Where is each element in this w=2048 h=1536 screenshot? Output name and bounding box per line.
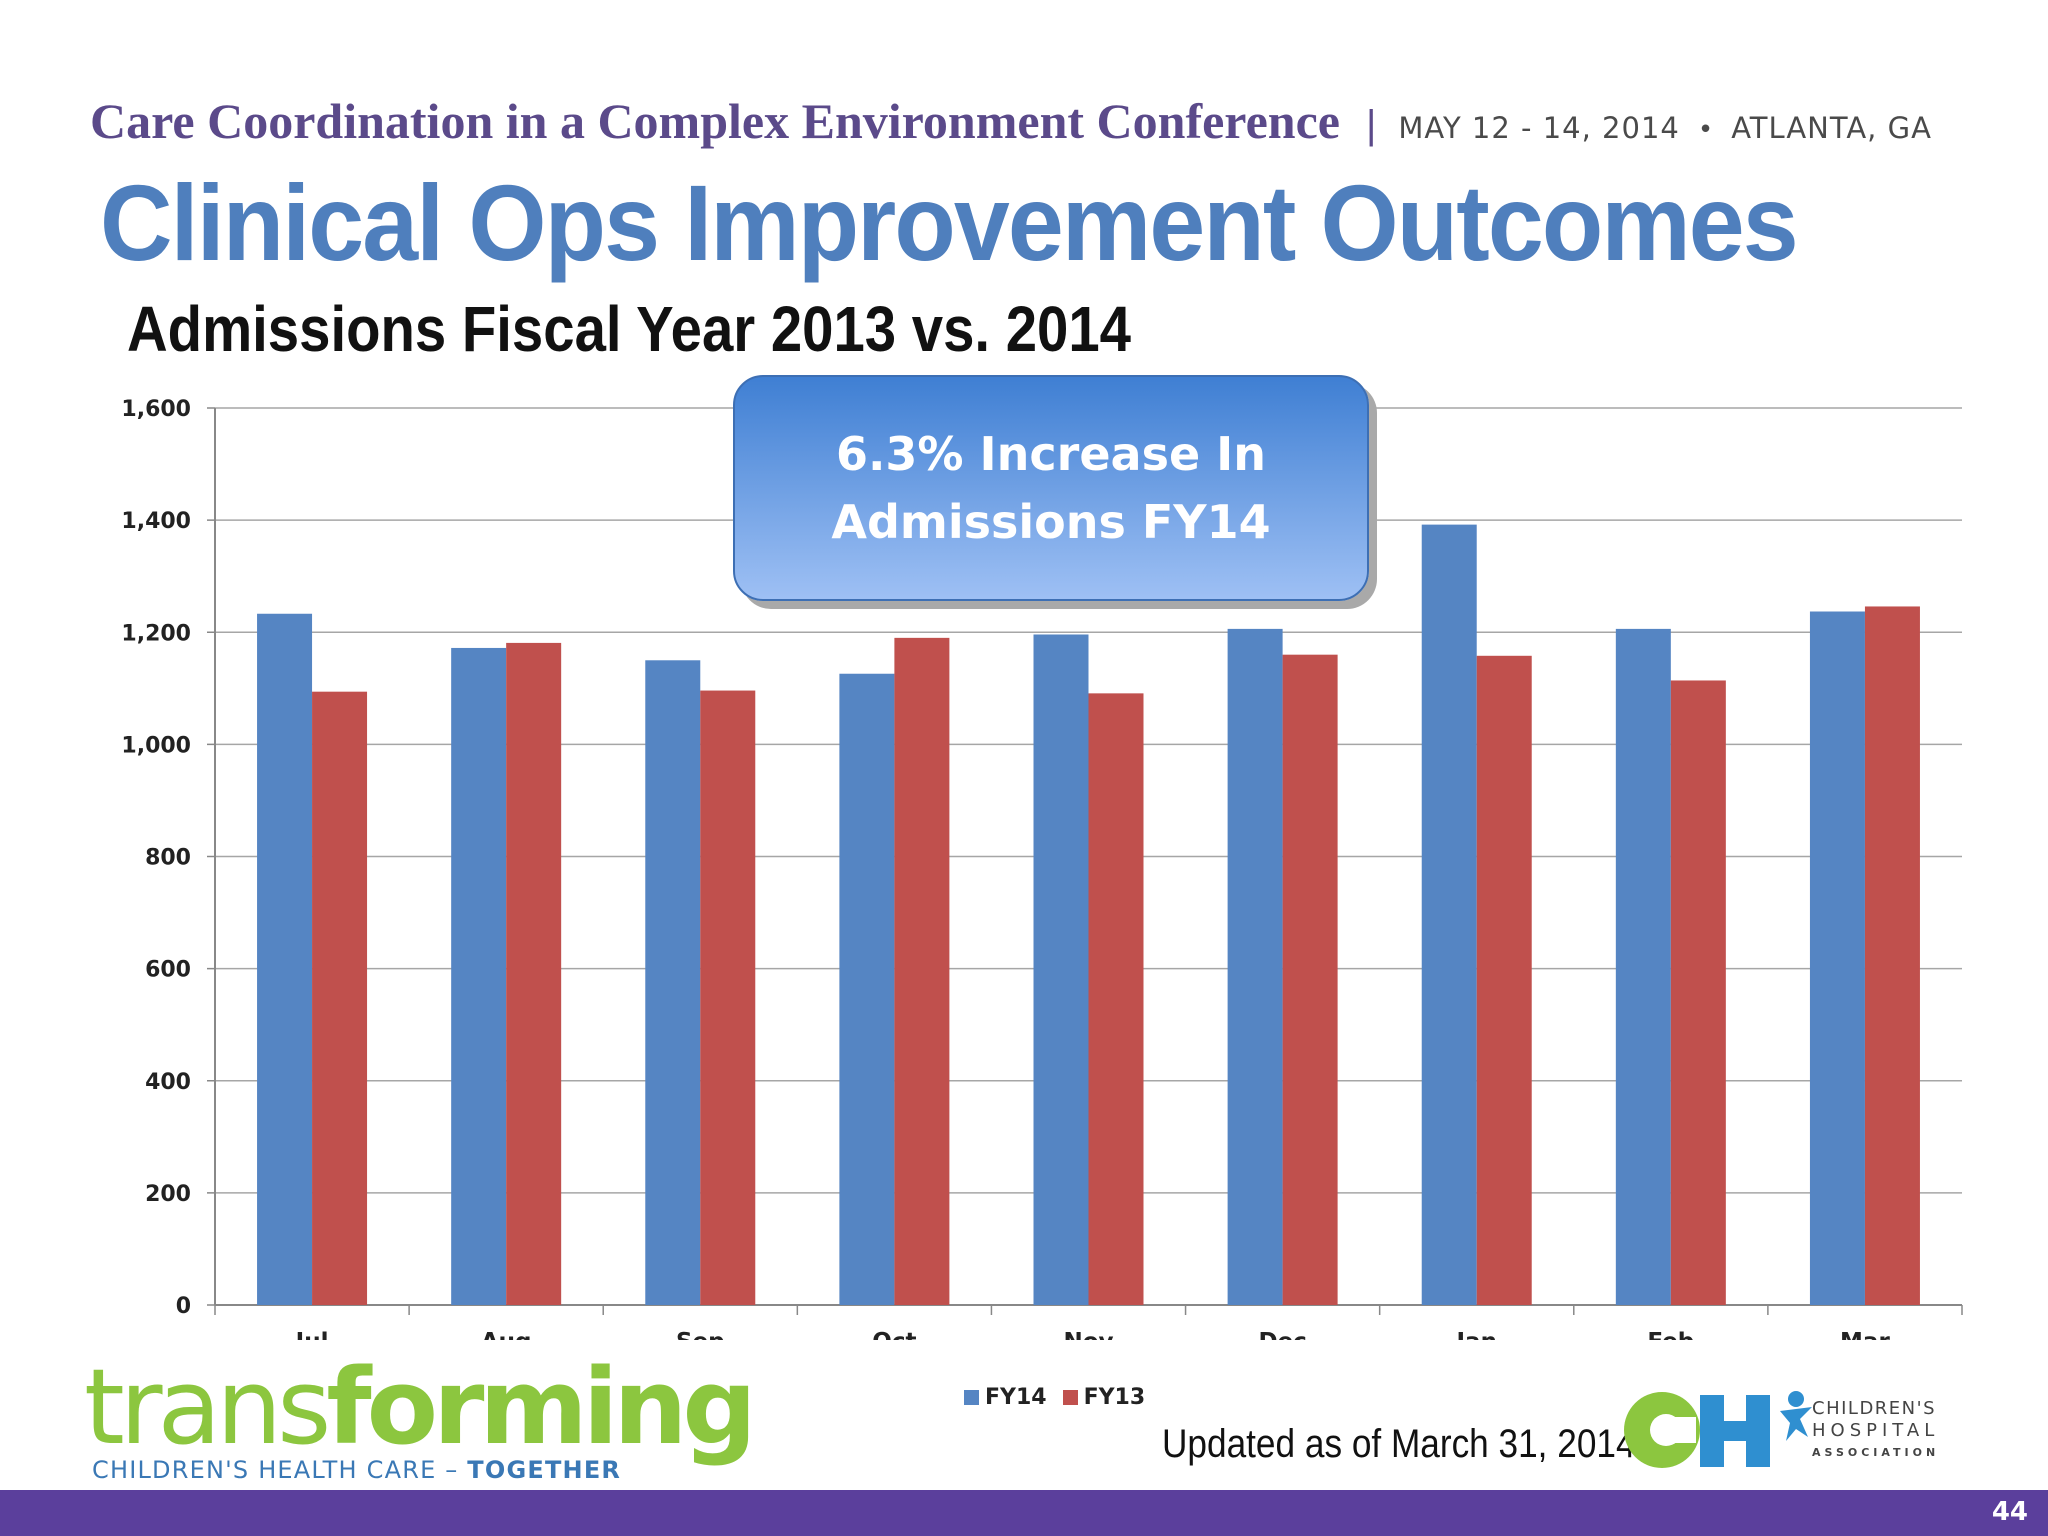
- bar-fy14-dec: [1227, 628, 1283, 1305]
- bar-fy14-feb: [1615, 628, 1671, 1305]
- y-tick-label: 800: [145, 846, 191, 871]
- bar-fy14-jan: [1421, 524, 1477, 1305]
- legend-item-fy14: FY14: [964, 1385, 1047, 1410]
- bar-fy13-jan: [1476, 655, 1532, 1305]
- y-tick-label: 1,000: [121, 733, 191, 758]
- x-tick-label: Nov: [1063, 1329, 1113, 1340]
- transforming-wordmark: transforming: [84, 1352, 757, 1462]
- tagline-main: CHILDREN'S HEALTH CARE –: [92, 1456, 468, 1484]
- bar-fy13-dec: [1282, 654, 1338, 1305]
- conference-location: ATLANTA, GA: [1731, 111, 1932, 145]
- bar-fy14-aug: [451, 647, 507, 1305]
- callout-line-2: Admissions FY14: [831, 495, 1271, 549]
- x-tick-label: Mar: [1840, 1329, 1890, 1340]
- wordmark-light: trans: [84, 1346, 331, 1468]
- bar-fy13-aug: [506, 642, 562, 1305]
- conference-header: Care Coordination in a Complex Environme…: [90, 92, 1990, 150]
- updated-date-note: Updated as of March 31, 2014: [1162, 1422, 1636, 1466]
- x-tick-label: Oct: [872, 1329, 916, 1340]
- y-tick-label: 1,400: [121, 509, 191, 534]
- header-dot: •: [1697, 115, 1714, 145]
- admissions-bar-chart: 0 200 400 600 800 1,000 1,200 1,400 1,600 Jul Aug S…: [121, 397, 1963, 1340]
- tagline-bold: TOGETHER: [467, 1456, 622, 1484]
- bar-fy13-jul: [312, 691, 368, 1305]
- y-tick-label: 600: [145, 958, 191, 983]
- page-number: 44: [1991, 1497, 2028, 1527]
- cha-line-2: HOSPITAL: [1812, 1420, 1940, 1441]
- cha-line-1: CHILDREN'S: [1812, 1398, 1937, 1419]
- cha-line-3: ASSOCIATION: [1812, 1446, 1940, 1459]
- conference-date: MAY 12 - 14, 2014: [1398, 111, 1680, 145]
- bar-fy14-oct: [839, 673, 895, 1305]
- conference-name: Care Coordination in a Complex Environme…: [90, 93, 1340, 149]
- x-tick-label: Jan: [1454, 1329, 1496, 1340]
- wordmark-bold: forming: [326, 1346, 756, 1468]
- chart-subtitle: Admissions Fiscal Year 2013 vs. 2014: [127, 293, 1131, 365]
- footer-bar: 44: [0, 1490, 2048, 1536]
- y-tick-label: 1,600: [121, 397, 191, 422]
- bar-fy13-oct: [894, 637, 950, 1305]
- x-tick-label: Dec: [1258, 1329, 1306, 1340]
- legend-label-fy13: FY13: [1083, 1385, 1146, 1410]
- transforming-tagline: CHILDREN'S HEALTH CARE – TOGETHER: [84, 1456, 752, 1484]
- bar-fy13-mar: [1864, 606, 1920, 1305]
- transforming-logo: transforming CHILDREN'S HEALTH CARE – TO…: [84, 1352, 757, 1484]
- bar-fy13-feb: [1670, 680, 1726, 1305]
- x-tick-label: Jul: [294, 1329, 329, 1340]
- bar-fy14-nov: [1033, 634, 1089, 1305]
- legend-label-fy14: FY14: [985, 1385, 1047, 1410]
- y-tick-label: 200: [145, 1182, 191, 1207]
- x-tick-label: Sep: [676, 1329, 725, 1340]
- y-tick-label: 400: [145, 1070, 191, 1095]
- y-tick-label: 1,200: [121, 621, 191, 646]
- bar-fy14-sep: [645, 660, 701, 1305]
- header-separator: |: [1365, 103, 1377, 147]
- increase-callout: 6.3% Increase In Admissions FY14: [733, 375, 1369, 601]
- chart-legend: FY14 FY13: [964, 1385, 1161, 1410]
- x-tick-label: Feb: [1647, 1329, 1694, 1340]
- legend-swatch-fy14: [964, 1390, 979, 1405]
- y-tick-label: 0: [176, 1294, 191, 1319]
- slide-title: Clinical Ops Improvement Outcomes: [100, 162, 1799, 283]
- bar-fy14-mar: [1809, 611, 1865, 1305]
- cha-wordmark: CHILDREN'S HOSPITAL ASSOCIATION: [1812, 1398, 1939, 1464]
- x-tick-label: Aug: [481, 1329, 532, 1340]
- bar-fy14-jul: [257, 613, 313, 1305]
- legend-item-fy13: FY13: [1062, 1385, 1146, 1410]
- legend-swatch-fy13: [1062, 1390, 1078, 1405]
- callout-line-1: 6.3% Increase In: [835, 427, 1267, 481]
- bar-fy13-nov: [1088, 693, 1144, 1305]
- bar-fy13-sep: [700, 690, 756, 1305]
- cha-logo-icon: [1624, 1391, 1812, 1468]
